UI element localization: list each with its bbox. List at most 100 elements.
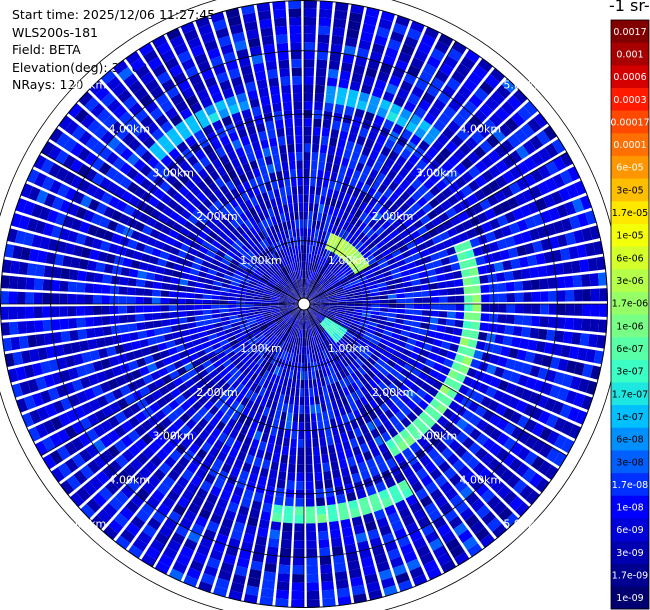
ppi-cell	[263, 361, 271, 370]
ppi-cell	[314, 101, 324, 111]
ppi-cell	[280, 539, 292, 549]
ppi-cell	[102, 465, 116, 480]
colorbar-swatch	[611, 87, 649, 112]
ppi-cell	[418, 423, 430, 435]
ppi-cell	[211, 304, 220, 309]
ppi-cell	[290, 292, 298, 299]
ppi-cell	[322, 268, 329, 277]
ppi-cell	[383, 387, 394, 398]
ppi-cell	[185, 305, 195, 311]
ppi-cell	[454, 223, 466, 234]
ppi-cell	[356, 256, 366, 264]
ppi-cell	[66, 475, 81, 490]
ppi-cell	[281, 323, 289, 331]
ppi-cell	[201, 441, 212, 453]
ppi-cell	[248, 473, 259, 484]
ppi-cell	[504, 211, 517, 224]
ppi-cell	[283, 314, 291, 320]
ppi-cell	[423, 559, 439, 573]
ppi-cell	[202, 309, 212, 315]
ppi-cell	[496, 214, 509, 227]
ppi-cell	[49, 179, 63, 195]
ppi-cell	[186, 310, 195, 317]
ppi-cell	[337, 138, 347, 149]
ppi-cell	[330, 323, 339, 331]
ppi-cell	[545, 369, 557, 383]
ppi-cell	[495, 403, 508, 417]
ppi-cell	[271, 276, 279, 283]
ppi-cell	[333, 282, 342, 289]
ppi-cell	[320, 267, 327, 276]
ppi-cell	[429, 172, 441, 185]
ppi-cell	[146, 495, 161, 509]
ppi-cell	[275, 34, 288, 44]
ppi-cell	[297, 320, 301, 329]
ppi-cell	[219, 245, 229, 254]
ppi-cell	[376, 516, 389, 529]
ppi-cell	[260, 139, 270, 149]
ppi-cell	[304, 8, 317, 18]
ppi-cell	[422, 297, 431, 303]
ppi-cell	[306, 329, 310, 338]
ppi-cell	[354, 294, 363, 299]
ppi-cell	[257, 221, 265, 231]
ppi-cell	[357, 191, 367, 202]
ppi-cell	[385, 438, 396, 450]
ppi-cell	[228, 300, 237, 304]
ppi-cell	[213, 505, 226, 517]
ppi-cell	[327, 311, 337, 316]
ppi-cell	[308, 253, 312, 263]
ppi-cell	[319, 247, 325, 257]
ppi-cell	[121, 449, 135, 463]
ppi-cell	[242, 181, 252, 192]
ppi-cell	[34, 320, 44, 333]
ppi-cell	[557, 290, 566, 302]
ppi-cell	[294, 523, 304, 532]
ppi-cell	[93, 187, 106, 201]
ppi-cell	[335, 316, 344, 321]
ppi-cell	[71, 421, 85, 435]
ppi-cell	[156, 397, 168, 409]
ppi-cell	[304, 194, 309, 203]
ppi-cell	[459, 142, 472, 156]
ppi-cell	[124, 248, 135, 259]
ppi-cell	[220, 489, 232, 502]
ppi-cell	[421, 310, 431, 316]
ppi-cell	[312, 143, 320, 153]
ppi-cell	[464, 304, 473, 312]
ppi-cell	[223, 372, 233, 382]
ppi-cell	[272, 290, 281, 295]
ppi-cell	[161, 282, 171, 290]
ppi-cell	[391, 249, 402, 258]
ppi-cell	[556, 204, 569, 218]
ppi-cell	[305, 287, 308, 296]
ppi-cell	[513, 385, 525, 399]
ppi-cell	[501, 369, 513, 381]
ppi-cell	[280, 310, 289, 315]
ppi-cell	[254, 293, 263, 298]
ppi-cell	[191, 173, 202, 185]
ppi-cell	[260, 27, 274, 38]
ppi-cell	[436, 325, 446, 333]
ppi-cell	[277, 51, 289, 61]
ppi-cell	[239, 364, 248, 373]
ppi-cell	[417, 184, 429, 196]
ppi-cell	[371, 304, 380, 308]
ppi-cell	[286, 412, 293, 422]
ppi-cell	[389, 192, 399, 203]
ppi-cell	[390, 368, 400, 378]
ppi-cell	[336, 398, 344, 409]
ppi-cell	[568, 346, 580, 360]
ppi-cell	[599, 288, 608, 302]
ppi-cell	[389, 354, 400, 363]
ppi-cell	[228, 304, 237, 308]
ppi-cell	[299, 312, 303, 321]
ppi-cell	[252, 167, 261, 178]
ppi-cell	[321, 257, 327, 267]
ppi-cell	[100, 191, 113, 205]
ppi-cell	[379, 261, 389, 269]
ppi-cell	[519, 338, 530, 350]
ppi-cell	[437, 523, 452, 537]
ppi-cell	[267, 129, 276, 139]
ppi-cell	[81, 402, 94, 416]
